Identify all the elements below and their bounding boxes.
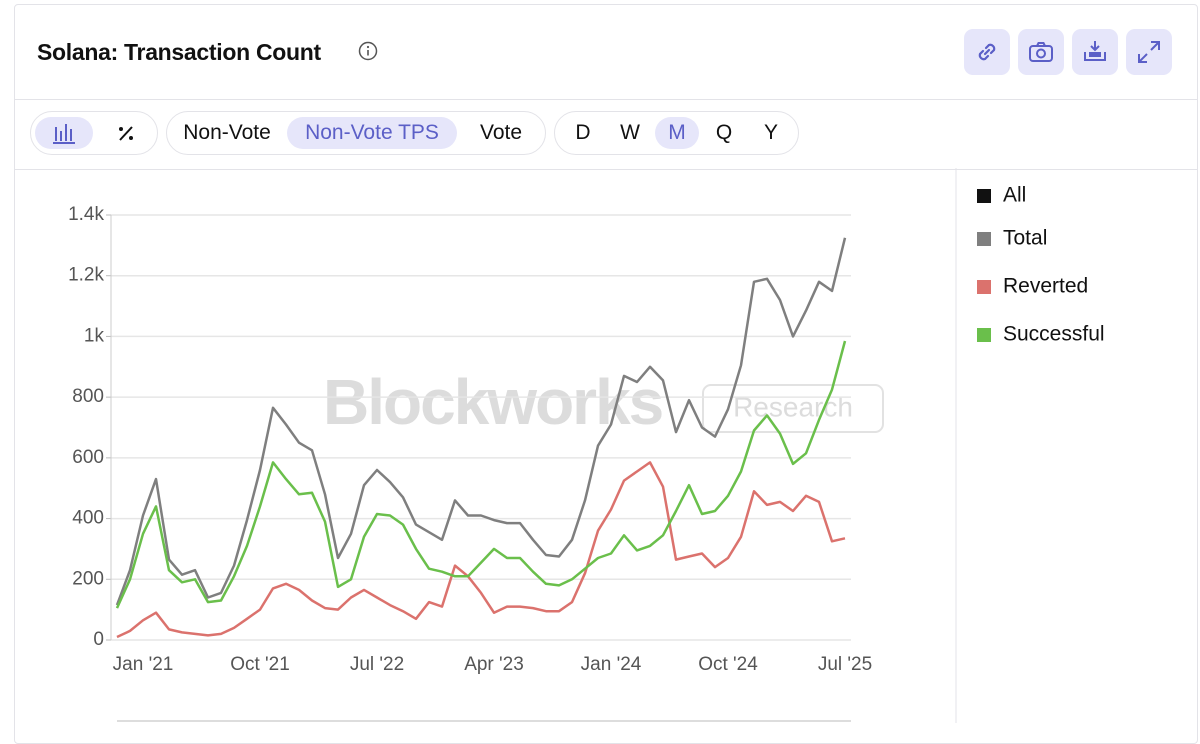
period-option[interactable]: W	[620, 121, 640, 144]
legend-swatch	[977, 280, 991, 294]
legend-swatch	[977, 189, 991, 203]
series-line	[116, 461, 846, 639]
info-icon[interactable]	[358, 41, 378, 61]
legend-label: Reverted	[1003, 275, 1088, 298]
percent-style-option[interactable]	[97, 117, 155, 149]
watermark-tag: Research	[733, 391, 853, 422]
y-tick-label: 1.4k	[68, 204, 104, 225]
card-header: Solana: Transaction Count	[15, 5, 1197, 100]
y-tick-label: 1.2k	[68, 265, 104, 286]
x-tick-label: Jan '24	[581, 654, 642, 675]
link-button[interactable]	[964, 29, 1010, 75]
chart: Blockworks Research 0 200 400 600 800 1k 1.2k 1.4…	[68, 168, 1105, 723]
legend-label: All	[1003, 184, 1026, 207]
y-tick-label: 600	[72, 447, 104, 468]
bar-style-option[interactable]	[35, 117, 93, 149]
x-tick-label: Jul '25	[818, 654, 872, 675]
period-option[interactable]: Q	[715, 121, 733, 144]
download-button[interactable]	[1072, 29, 1118, 75]
legend-swatch	[977, 328, 991, 342]
x-tick-label: Apr '23	[464, 654, 524, 675]
camera-button[interactable]	[1018, 29, 1064, 75]
legend-label: Total	[1003, 227, 1047, 250]
y-tick-label: 1k	[84, 325, 105, 346]
y-tick-label: 400	[72, 508, 104, 529]
x-tick-label: Oct '21	[230, 654, 290, 675]
y-tick-label: 200	[72, 568, 104, 589]
legend-label: Successful	[1003, 323, 1105, 346]
chart-style-group	[30, 111, 158, 155]
x-tick-label: Jan '21	[113, 654, 174, 675]
metric-option[interactable]: Vote	[479, 121, 523, 144]
watermark-brand: Blockworks	[323, 366, 662, 438]
period-option[interactable]: D	[575, 121, 591, 144]
y-tick-label: 0	[93, 629, 104, 650]
series-line	[115, 340, 847, 609]
chart-card: Solana: Transaction Count Non-Vote Non-Vo…	[14, 4, 1198, 744]
metric-option[interactable]: Non-Vote	[183, 121, 271, 144]
metric-option[interactable]: Non-Vote TPS	[287, 117, 457, 149]
period-option[interactable]: Y	[763, 121, 778, 144]
watermark-box	[702, 384, 884, 433]
legend-swatch	[977, 232, 991, 246]
y-tick-label: 800	[72, 386, 104, 407]
period-option[interactable]: M	[655, 117, 699, 149]
metric-group: Non-Vote Non-Vote TPS Vote	[166, 111, 546, 155]
series-line	[115, 237, 847, 606]
x-tick-label: Jul '22	[350, 654, 404, 675]
x-tick-label: Oct '24	[698, 654, 758, 675]
chart-title: Solana: Transaction Count	[37, 39, 321, 65]
expand-button[interactable]	[1126, 29, 1172, 75]
